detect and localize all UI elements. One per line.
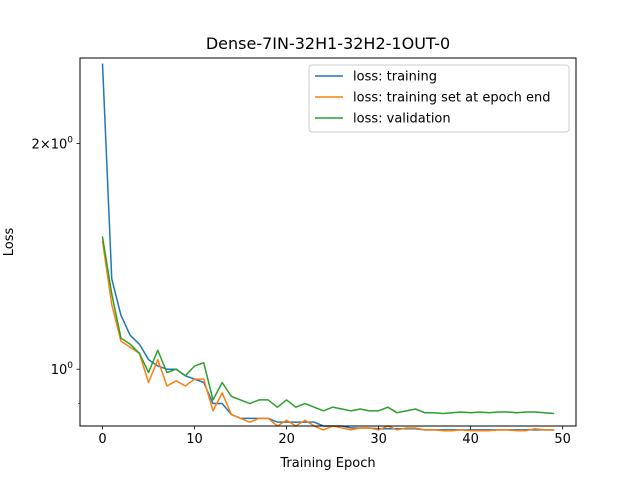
x-tick-label: 50 [554, 432, 571, 447]
legend: loss: training loss: training set at epoc… [308, 64, 570, 133]
legend-box [308, 64, 570, 133]
plot-frame [79, 57, 577, 427]
legend-entry-2: loss: validation [353, 112, 451, 127]
series-line-2 [101, 236, 555, 415]
x-tick-label: 30 [370, 432, 387, 447]
y-axis-label: Loss [2, 228, 17, 257]
y-axis: 100 2×100 [32, 135, 80, 404]
x-tick-label: 10 [186, 432, 203, 447]
chart-title: Dense-7IN-32H1-32H2-1OUT-0 [206, 34, 450, 53]
x-axis-label: Training Epoch [279, 456, 375, 471]
x-axis: 0 10 20 30 40 50 [98, 426, 571, 447]
legend-entry-0: loss: training [353, 70, 437, 85]
legend-entry-1: loss: training set at epoch end [353, 91, 551, 106]
x-tick-label: 20 [278, 432, 295, 447]
x-tick-label: 40 [462, 432, 479, 447]
x-tick-label: 0 [98, 432, 106, 447]
series-line-1 [101, 240, 555, 432]
y-tick-label: 2×100 [32, 135, 74, 152]
y-tick-label: 100 [51, 361, 74, 378]
